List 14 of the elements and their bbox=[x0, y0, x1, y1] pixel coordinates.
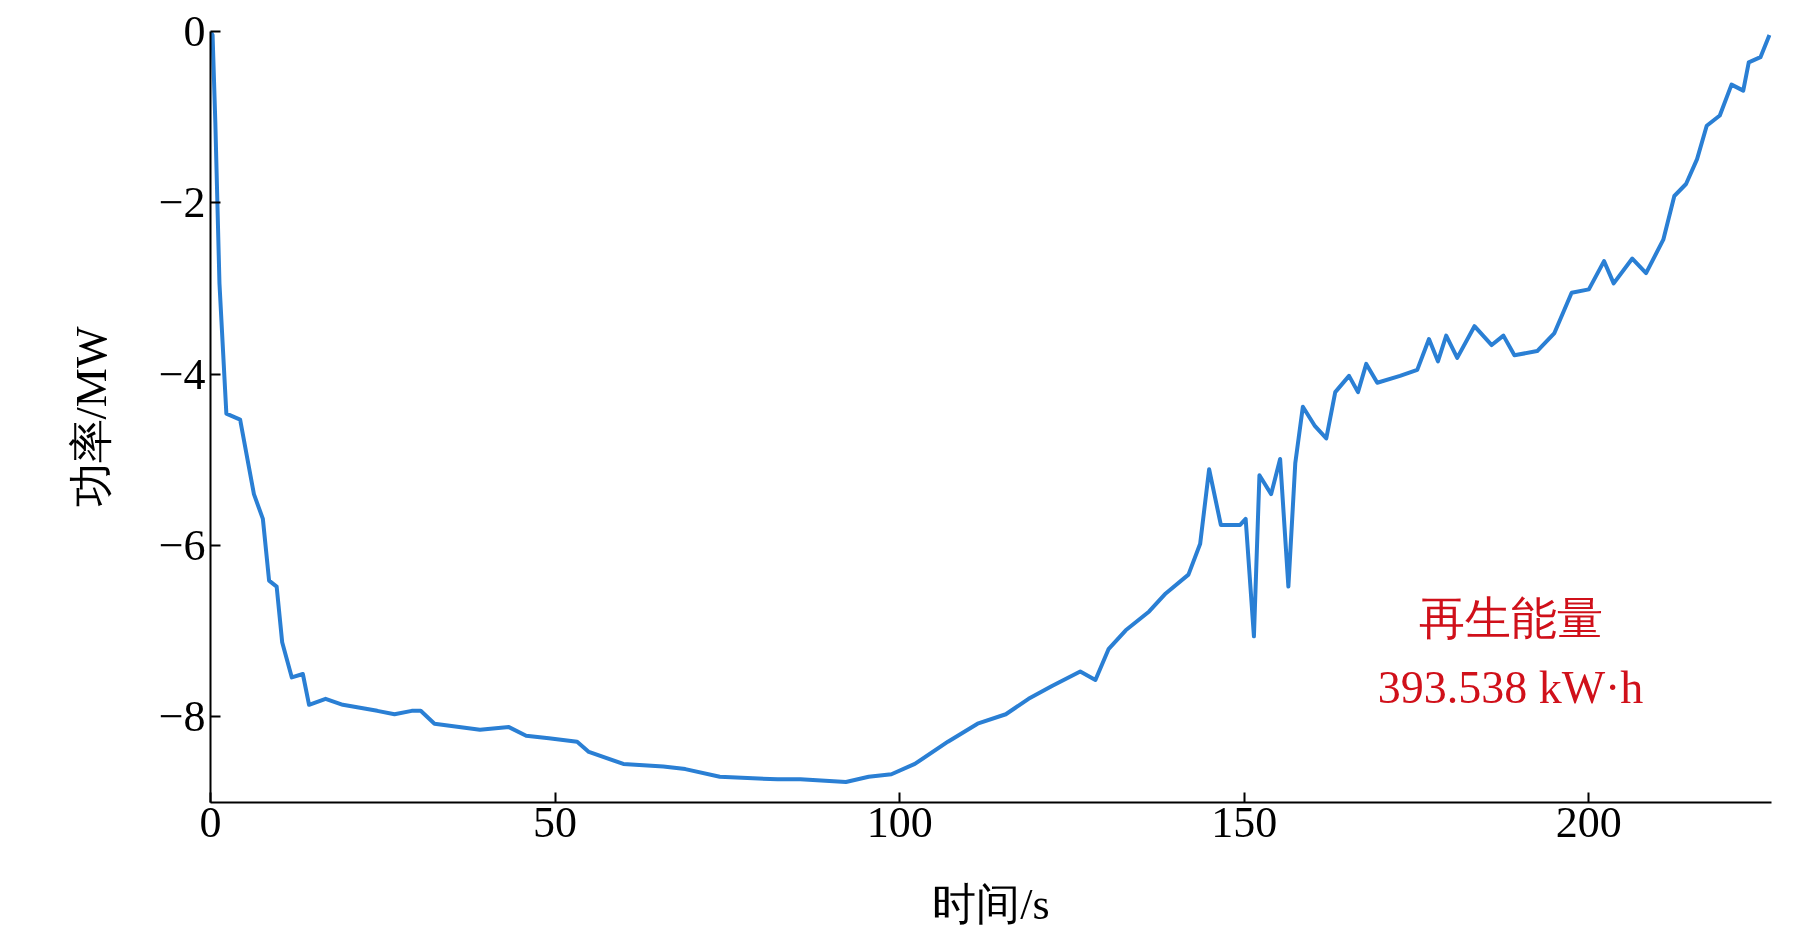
x-tick-label: 150 bbox=[1211, 797, 1278, 847]
annotation: 再生能量 bbox=[1418, 592, 1603, 644]
y-tick-label: −8 bbox=[158, 692, 206, 742]
y-axis-title: 功率/MW bbox=[66, 326, 116, 508]
annotation: 393.538 kW·h bbox=[1377, 661, 1644, 713]
x-tick-label: 200 bbox=[1555, 797, 1622, 847]
y-tick-label: −6 bbox=[158, 521, 206, 570]
y-tick-label: −4 bbox=[158, 349, 206, 399]
y-tick-label: 0 bbox=[183, 7, 206, 56]
y-tick-label: −2 bbox=[158, 178, 206, 228]
x-axis-title: 时间/s bbox=[932, 879, 1050, 929]
line-series bbox=[210, 31, 1772, 784]
x-tick-label: 50 bbox=[533, 797, 578, 847]
x-tick-label: 100 bbox=[866, 797, 933, 847]
